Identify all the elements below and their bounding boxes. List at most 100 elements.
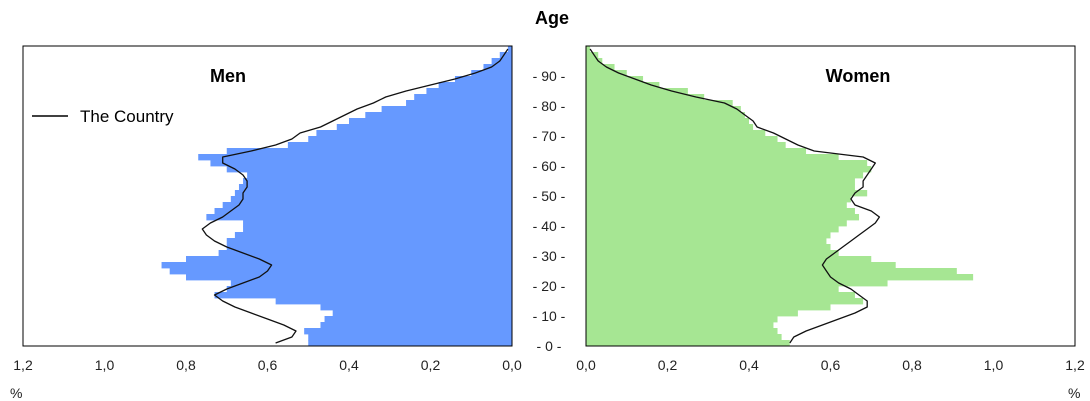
bar — [586, 118, 749, 125]
x-unit-label-left: % — [10, 385, 22, 401]
x-tick-label-left: 0,2 — [421, 357, 441, 373]
x-tick-label-right: 0,6 — [821, 357, 841, 373]
bar — [308, 136, 512, 143]
bar — [210, 160, 512, 167]
bar — [218, 250, 512, 257]
bar — [586, 64, 615, 71]
x-tick-label-left: 0,8 — [176, 357, 196, 373]
bar — [230, 196, 512, 203]
bar — [586, 250, 839, 257]
men-panel-title: Men — [210, 66, 246, 86]
bar — [287, 142, 512, 149]
bar — [586, 268, 957, 275]
bar — [586, 244, 831, 251]
bar — [586, 190, 868, 197]
bar — [586, 178, 855, 185]
bar — [483, 64, 512, 71]
bar — [586, 322, 774, 329]
age-tick-label: - 90 - — [533, 68, 566, 84]
bar — [586, 256, 872, 263]
bar — [586, 184, 855, 191]
bar — [586, 130, 766, 137]
bar — [406, 100, 512, 107]
age-tick-label: - 0 - — [537, 338, 562, 354]
bar — [304, 328, 512, 335]
bar — [586, 136, 778, 143]
plot-border — [22, 45, 513, 347]
age-tick-label: - 80 - — [533, 98, 566, 114]
bar — [586, 214, 860, 221]
bar — [186, 256, 512, 263]
bar — [332, 310, 512, 317]
chart-title: Age — [535, 8, 569, 28]
bar — [471, 70, 512, 77]
x-tick-label-left: 1,0 — [95, 357, 115, 373]
bar — [586, 88, 688, 95]
bar — [324, 316, 512, 323]
bar — [491, 58, 512, 65]
men-panel — [22, 45, 513, 347]
bar — [586, 310, 798, 317]
bar — [186, 274, 512, 281]
bar — [234, 232, 512, 239]
x-tick-label-right: 0,4 — [739, 357, 759, 373]
bar — [214, 208, 512, 215]
bar — [586, 124, 754, 131]
bar — [336, 124, 512, 131]
bar — [454, 76, 512, 83]
bar — [507, 46, 512, 53]
bar — [586, 160, 868, 167]
bar — [226, 286, 512, 293]
bar — [499, 52, 512, 59]
country-line — [589, 48, 881, 344]
age-tick-label: - 50 - — [533, 188, 566, 204]
bar — [586, 280, 888, 287]
legend: The Country — [32, 107, 174, 126]
age-tick-label: - 70 - — [533, 128, 566, 144]
age-tick-label: - 30 - — [533, 248, 566, 264]
bar — [586, 304, 831, 311]
x-tick-label-right: 1,2 — [1065, 357, 1085, 373]
bar — [226, 244, 512, 251]
bar — [320, 304, 512, 311]
bar — [586, 106, 741, 113]
age-tick-label: - 10 - — [533, 308, 566, 324]
x-tick-label-right: 0,2 — [658, 357, 678, 373]
age-tick-label: - 20 - — [533, 278, 566, 294]
bar — [586, 286, 839, 293]
bar — [316, 130, 512, 137]
bar — [243, 226, 513, 233]
bar — [230, 280, 512, 287]
bar — [586, 298, 864, 305]
bar — [586, 232, 831, 239]
bar — [586, 148, 807, 155]
bar — [243, 178, 513, 185]
bar — [438, 82, 512, 89]
plot-border — [585, 45, 1076, 347]
bar — [586, 52, 599, 59]
bar — [586, 46, 591, 53]
bar — [243, 220, 513, 227]
women-panel — [585, 45, 1076, 347]
bar — [586, 226, 839, 233]
bar — [586, 76, 644, 83]
bar — [206, 214, 512, 221]
x-tick-label-left: 0,6 — [258, 357, 278, 373]
bar — [349, 118, 512, 125]
bar — [238, 184, 512, 191]
country-line — [201, 48, 509, 344]
bar — [169, 268, 512, 275]
bar — [586, 94, 705, 101]
bar — [247, 172, 512, 179]
bar — [308, 334, 512, 341]
bar — [586, 262, 896, 269]
bar — [381, 106, 512, 113]
bar — [275, 298, 512, 305]
bar — [226, 166, 512, 173]
bar — [226, 148, 512, 155]
bar — [586, 112, 745, 119]
bar — [426, 88, 512, 95]
age-tick-label: - 60 - — [533, 158, 566, 174]
bar — [586, 328, 778, 335]
